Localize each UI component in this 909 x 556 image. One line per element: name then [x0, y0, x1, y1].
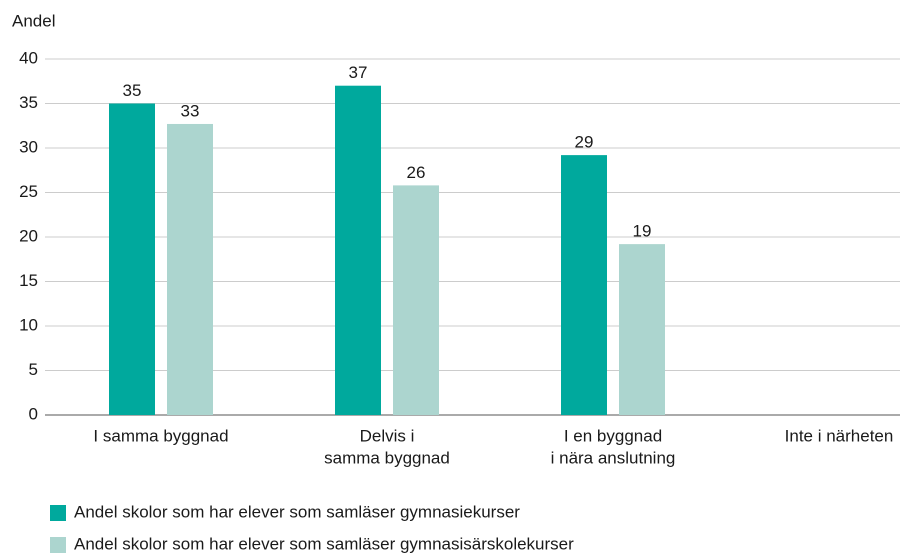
- y-tick-label: 30: [19, 137, 38, 156]
- legend-swatch: [50, 537, 66, 553]
- bar: [619, 244, 665, 415]
- value-label: 33: [181, 101, 200, 120]
- legend-swatch: [50, 505, 66, 521]
- x-tick-label: Delvis i: [360, 426, 415, 445]
- y-tick-label: 35: [19, 93, 38, 112]
- x-tick-label: I en byggnad: [564, 426, 662, 445]
- y-tick-label: 15: [19, 271, 38, 290]
- y-tick-label: 20: [19, 226, 38, 245]
- legend-label: Andel skolor som har elever som samläser…: [74, 534, 574, 553]
- value-label: 26: [407, 163, 426, 182]
- x-tick-label: i nära anslutning: [551, 448, 676, 467]
- x-tick-label: Inte i närheten: [785, 426, 894, 445]
- bar: [393, 185, 439, 415]
- bar: [109, 103, 155, 415]
- y-tick-label: 0: [29, 404, 38, 423]
- bar: [167, 123, 213, 415]
- y-tick-label: 10: [19, 315, 38, 334]
- y-tick-label: 40: [19, 48, 38, 67]
- value-label: 29: [575, 133, 594, 152]
- legend-label: Andel skolor som har elever som samläser…: [74, 502, 520, 521]
- bar: [561, 155, 607, 415]
- value-label: 19: [633, 222, 652, 241]
- value-label: 35: [123, 81, 142, 100]
- y-tick-label: 25: [19, 182, 38, 201]
- y-axis-label: Andel: [12, 11, 55, 30]
- value-label: 37: [349, 63, 368, 82]
- x-tick-label: samma byggnad: [324, 448, 450, 467]
- y-tick-label: 5: [29, 360, 38, 379]
- bar: [335, 85, 381, 415]
- x-tick-label: I samma byggnad: [93, 426, 228, 445]
